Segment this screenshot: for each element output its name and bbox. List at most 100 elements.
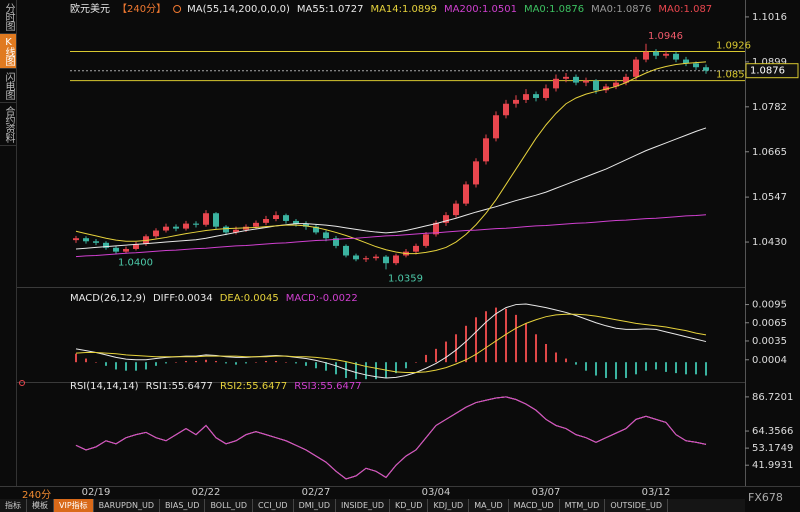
y-tick-label: 1.0665 [752, 147, 787, 158]
legend-item: MACD(26,12,9) [70, 293, 146, 304]
candle-body [553, 78, 559, 89]
candle-body [343, 245, 349, 256]
legend-item: MA200:1.0501 [444, 4, 517, 15]
candle-body [313, 226, 319, 233]
extreme-label: 1.0359 [388, 273, 423, 284]
toolbar-item[interactable]: OUTSIDE_UD [605, 499, 669, 512]
candle-body [443, 215, 449, 223]
toolbar-item[interactable]: KDJ_UD [428, 499, 470, 512]
candle-body [103, 242, 109, 248]
histogram-bar [555, 352, 557, 363]
candle-body [433, 222, 439, 235]
candle-body [543, 88, 549, 98]
period-label[interactable]: 240分 [22, 490, 52, 501]
candle-body [223, 226, 229, 233]
toolbar-item[interactable]: MACD_UD [509, 499, 560, 512]
histogram-bar [165, 362, 167, 364]
sidebar-tab[interactable]: 合约资料 [0, 103, 16, 146]
candle-body [693, 63, 699, 68]
histogram-bar [595, 362, 597, 376]
series-line [75, 313, 707, 374]
legend-item: MA55:1.0727 [297, 4, 364, 15]
histogram-bar [375, 362, 377, 380]
candle-body [283, 215, 289, 221]
extreme-label: 1.0946 [648, 31, 683, 42]
candle-body [323, 232, 329, 239]
histogram-bar [105, 362, 107, 366]
sidebar-tab[interactable]: 闪电图 [0, 69, 16, 103]
sidebar-tab[interactable]: 分时图 [0, 0, 16, 34]
histogram-bar [305, 362, 307, 366]
histogram-bar [435, 348, 437, 363]
last-price-box [745, 63, 799, 79]
candle-body [603, 86, 609, 91]
toolbar-item[interactable]: BOLL_UD [205, 499, 254, 512]
toolbar-item[interactable]: BARUPDN_UD [94, 499, 161, 512]
sidebar: 分时图 K线图 闪电图 合约资料 [0, 0, 17, 486]
candle-body [153, 230, 159, 237]
toolbar-item[interactable]: 指标 [0, 499, 27, 512]
toolbar-item[interactable]: MA_UD [469, 499, 509, 512]
legend-item: MA0:1.087 [658, 4, 712, 15]
histogram-bar [195, 360, 197, 363]
candle-body [123, 248, 129, 252]
histogram-bar [365, 362, 367, 380]
legend-item: RSI2:55.6477 [220, 381, 287, 392]
y-tick-label: 0.0065 [752, 318, 787, 329]
toolbar-item[interactable]: CCI_UD [253, 499, 294, 512]
histogram-bar [115, 362, 117, 370]
candle-body [263, 218, 269, 223]
chart: 1.1016 1.0899 1.0782 1.0665 1.0547 1.0430 欧元美元… [0, 0, 800, 498]
histogram-bar [645, 362, 647, 371]
toolbar-item[interactable]: VIP指标 [54, 499, 94, 512]
x-tick-label: 02/27 [302, 487, 331, 498]
candle-body [463, 184, 469, 204]
candle-body [453, 203, 459, 216]
candle-body [303, 223, 309, 227]
candle-body [413, 245, 419, 252]
histogram-bar [275, 360, 277, 363]
histogram-bar [75, 353, 77, 363]
toolbar-item[interactable]: MTM_UD [560, 499, 606, 512]
toolbar-item[interactable]: KD_UD [390, 499, 429, 512]
candle-body [663, 53, 669, 56]
price-line-label: 1.0850 [716, 70, 751, 81]
histogram-bar [625, 362, 627, 378]
candle-body [503, 103, 509, 116]
toolbar-item[interactable]: 模板 [27, 499, 54, 512]
legend-item: MA0:1.0876 [591, 4, 651, 15]
histogram-bar [685, 362, 687, 375]
legend-icon [173, 5, 182, 13]
toolbar-item[interactable]: DMI_UD [294, 499, 336, 512]
histogram-bar [185, 360, 187, 363]
histogram-bar [405, 362, 407, 369]
histogram-bar [485, 311, 487, 363]
histogram-bar [245, 362, 247, 364]
legend-item: DEA:0.0045 [220, 293, 279, 304]
histogram-bar [445, 341, 447, 363]
y-tick-label: 1.0782 [752, 102, 787, 113]
candle-body [473, 161, 479, 185]
histogram-bar [175, 362, 177, 363]
panel-icon [19, 380, 25, 386]
histogram-bar [145, 362, 147, 370]
candle-body [653, 51, 659, 56]
candle-body [213, 213, 219, 227]
candle-body [203, 213, 209, 225]
toolbar-item[interactable]: INSIDE_UD [336, 499, 391, 512]
sidebar-tab[interactable]: K线图 [0, 34, 16, 69]
legend-item: 欧元美元 [70, 2, 110, 15]
histogram-bar [505, 308, 507, 363]
y-tick-label: 41.9931 [752, 460, 793, 471]
histogram-bar [325, 362, 327, 371]
toolbar-item[interactable]: BIAS_UD [160, 499, 206, 512]
candle-body [133, 243, 139, 249]
candle-body [83, 238, 89, 242]
legend-item: MA0:1.0876 [524, 4, 584, 15]
histogram-bar [615, 362, 617, 380]
y-tick-label: 0.0035 [752, 336, 787, 347]
candle-body [633, 59, 639, 77]
candle-body [233, 229, 239, 233]
histogram-bar [125, 362, 127, 371]
y-tick-label: 0.0004 [752, 355, 787, 366]
